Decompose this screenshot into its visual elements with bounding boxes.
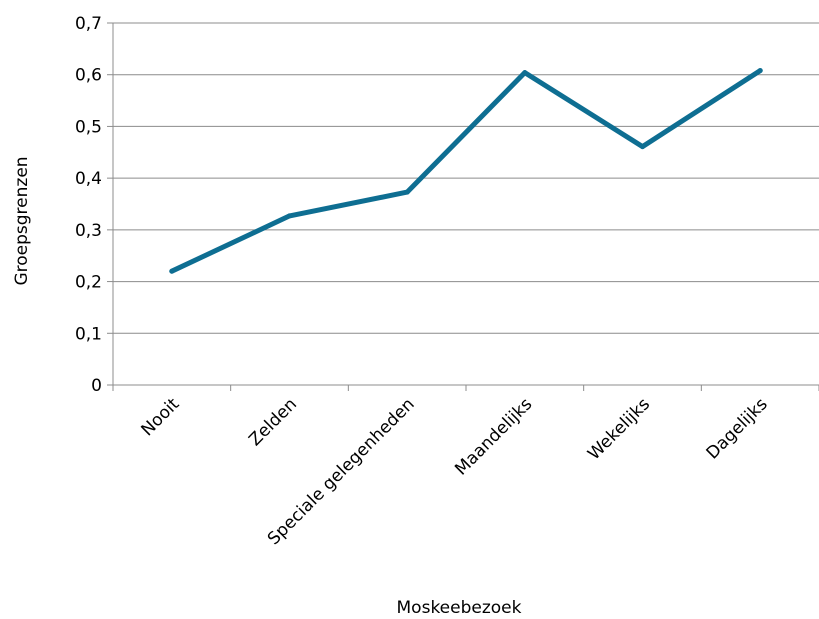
x-tick-label: Wekelijks: [584, 394, 654, 464]
data-point: [640, 144, 645, 150]
x-tick-label: Maandelijks: [451, 394, 536, 479]
y-tick-label: 0: [91, 376, 102, 396]
data-point: [757, 68, 763, 74]
y-tick-label: 0,5: [75, 117, 102, 137]
series-group: [169, 68, 763, 274]
y-tick-label: 0,2: [75, 273, 102, 293]
y-axis-title: Groepsgrenzen: [12, 156, 32, 285]
data-point: [169, 268, 175, 274]
axes: [107, 22, 819, 391]
x-tick-label: Dagelijks: [703, 394, 772, 463]
y-tick-label: 0,1: [75, 324, 102, 344]
y-tick-label: 0,7: [75, 14, 102, 34]
x-axis-title: Moskeebezoek: [397, 598, 522, 618]
series-line: [169, 68, 763, 274]
y-axis-tick-labels: 0 0,1 0,2 0,3 0,4 0,5 0,6 0,7: [75, 14, 102, 396]
y-tick-label: 0,4: [75, 169, 102, 189]
data-point: [404, 189, 410, 195]
x-tick-label: Nooit: [137, 394, 183, 440]
x-tick-label: Zelden: [245, 394, 301, 450]
y-tick-label: 0,3: [75, 221, 102, 241]
data-point: [287, 213, 292, 219]
gridlines: [113, 22, 819, 334]
y-tick-label: 0,6: [75, 66, 102, 86]
data-point: [522, 70, 528, 76]
